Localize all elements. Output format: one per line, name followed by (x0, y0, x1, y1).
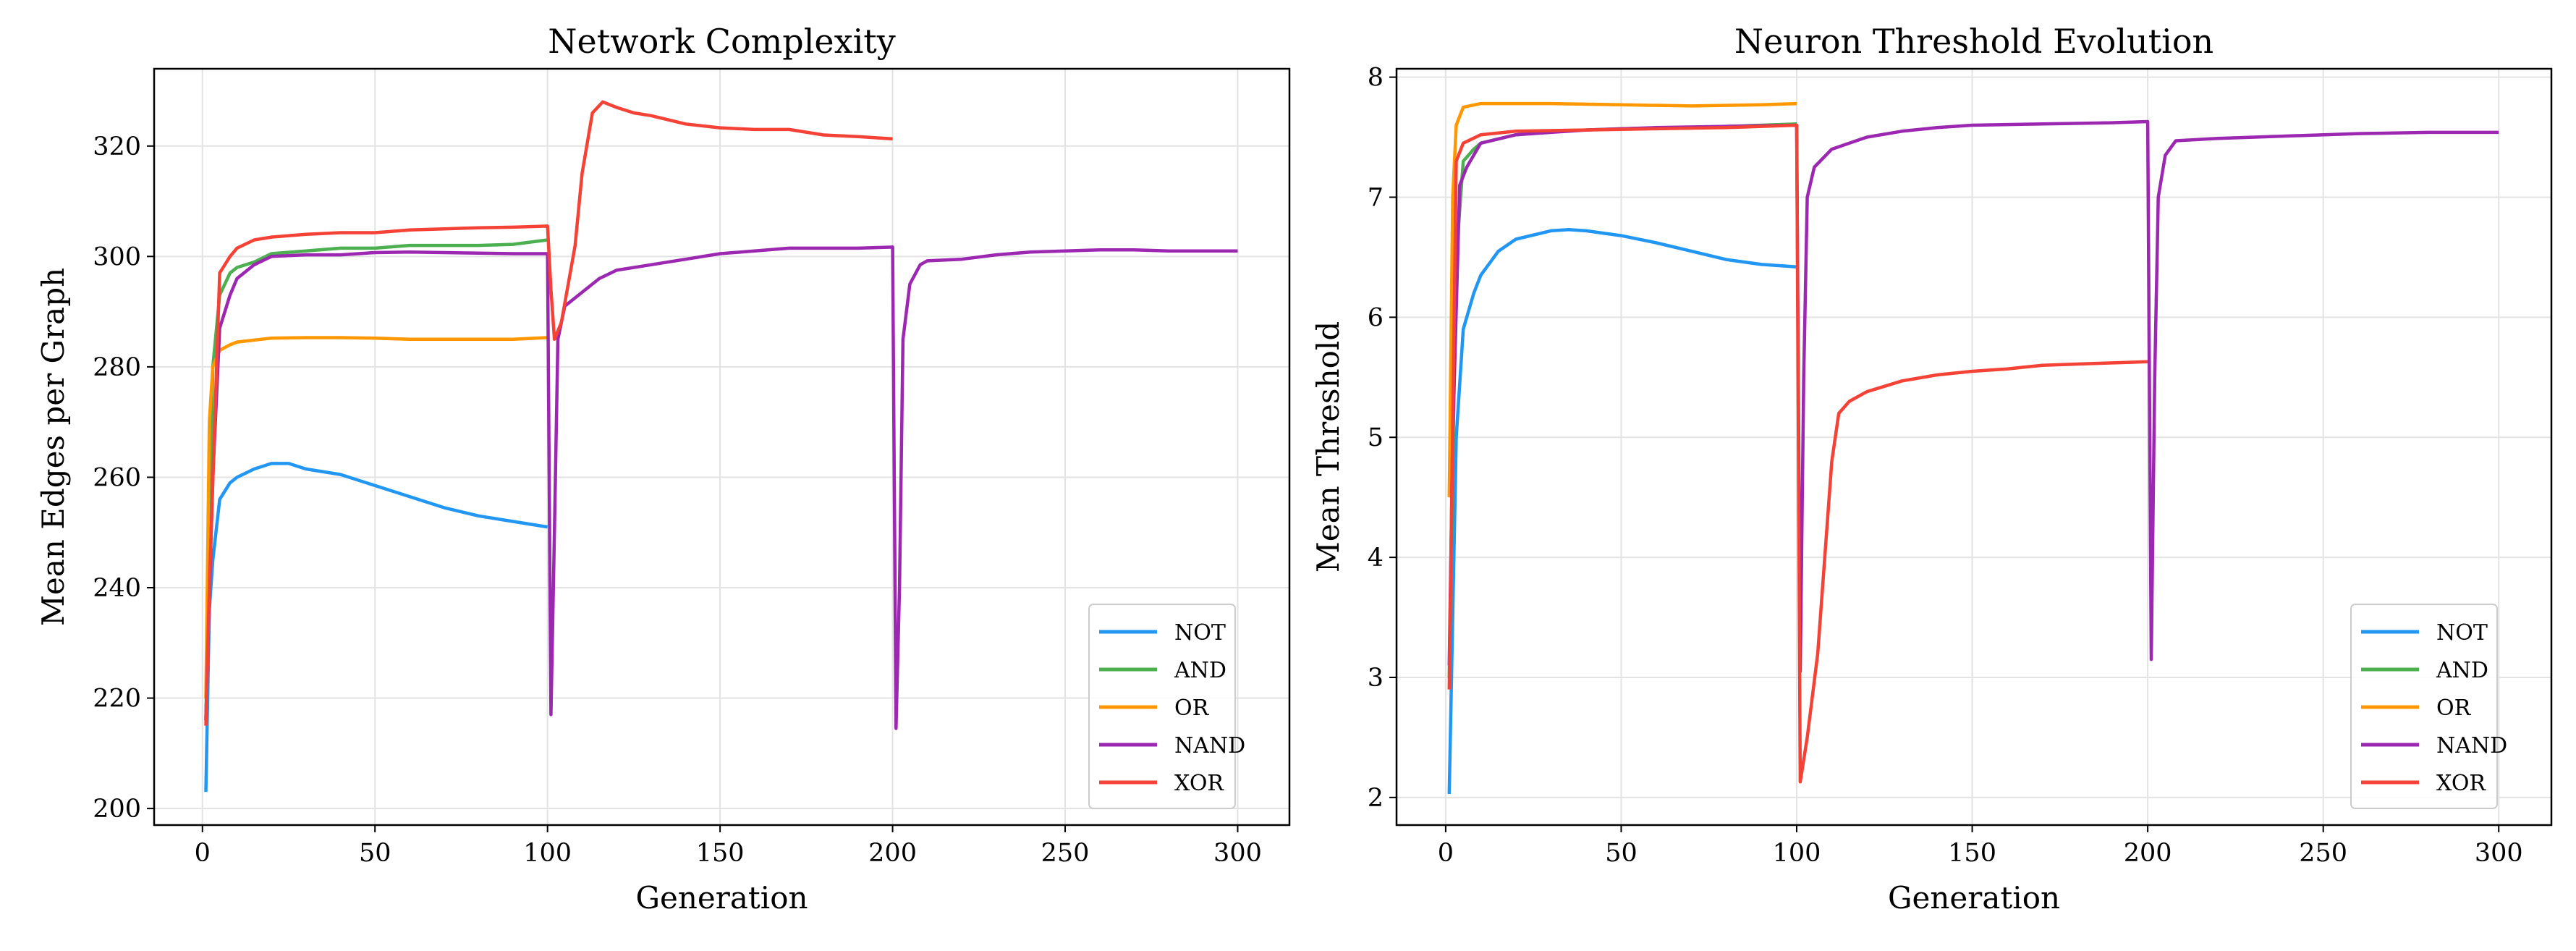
chart-title: Network Complexity (548, 22, 896, 61)
series-line-or (1447, 101, 1797, 498)
legend-label: OR (1174, 696, 1210, 721)
series-line-nand (1447, 119, 2499, 673)
legend-box (2350, 604, 2498, 809)
series-line-and (204, 238, 548, 721)
legend-label: OR (2436, 696, 2472, 721)
plot-frame (1395, 67, 2553, 827)
y-tick-label: 220 (93, 685, 141, 714)
y-tick-label: 7 (1368, 183, 1384, 212)
series-line-and (1447, 122, 1797, 678)
x-tick-label: 100 (523, 839, 572, 868)
y-tick-label: 3 (1368, 664, 1384, 693)
chart-1: 0 50 100 150 200 250 300 200 220 240 260 280 300 320 N… (35, 22, 1291, 916)
y-tick-label: 2 (1368, 784, 1384, 813)
x-tick-label: 200 (868, 839, 917, 868)
legend-label: NAND (1174, 733, 1245, 758)
series-line-not (1447, 228, 1797, 794)
x-tick-label: 50 (359, 839, 391, 868)
x-tick-label: 150 (1948, 839, 1996, 868)
y-axis-label: Mean Edges per Graph (35, 268, 71, 626)
series-line-xor (1447, 123, 2148, 784)
chart-title: Neuron Threshold Evolution (1734, 22, 2213, 61)
y-tick-label: 320 (93, 132, 141, 161)
legend: NOT AND OR NAND XOR (2350, 604, 2507, 809)
legend-label: NOT (2436, 620, 2488, 646)
series-line-or (204, 336, 548, 698)
y-tick-label: 240 (93, 574, 141, 603)
series-line-nand (204, 245, 1238, 730)
x-tick-label: 250 (2299, 839, 2347, 868)
x-axis-label: Generation (635, 880, 808, 916)
x-tick-label: 0 (1438, 839, 1454, 868)
legend-label: AND (1174, 658, 1226, 683)
y-tick-label: 260 (93, 463, 141, 492)
x-tick-label: 200 (2124, 839, 2172, 868)
legend-label: XOR (1174, 771, 1224, 796)
legend-box (1088, 604, 1236, 809)
y-axis-label: Mean Threshold (1310, 321, 1346, 573)
legend-label: XOR (2436, 771, 2486, 796)
y-tick-label: 300 (93, 242, 141, 271)
x-axis-label: Generation (1888, 880, 2060, 916)
y-tick-label: 280 (93, 353, 141, 382)
x-tick-label: 150 (696, 839, 745, 868)
x-tick-label: 50 (1605, 839, 1637, 868)
chart-2: 0 50 100 150 200 250 300 2 3 4 5 6 7 8 Neuron Threshol… (1310, 22, 2553, 916)
y-tick-label: 6 (1368, 303, 1384, 332)
series-line-not (204, 462, 548, 792)
legend-label: NOT (1174, 620, 1226, 646)
legend: NOT AND OR NAND XOR (1088, 604, 1245, 809)
y-tick-label: 8 (1368, 64, 1384, 93)
plot-frame (153, 67, 1291, 827)
legend-label: AND (2436, 658, 2488, 683)
y-tick-label: 5 (1368, 423, 1384, 452)
x-tick-label: 100 (1773, 839, 1821, 868)
y-tick-label: 4 (1368, 544, 1384, 572)
series-line-xor (204, 100, 893, 726)
y-tick-label: 200 (93, 795, 141, 824)
x-tick-label: 300 (2475, 839, 2523, 868)
x-tick-label: 0 (195, 839, 211, 868)
x-tick-label: 300 (1213, 839, 1262, 868)
x-tick-label: 250 (1041, 839, 1090, 868)
legend-label: NAND (2436, 733, 2507, 758)
